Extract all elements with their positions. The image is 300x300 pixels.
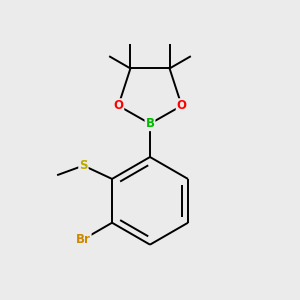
Text: S: S (79, 159, 88, 172)
Text: O: O (113, 99, 123, 112)
Text: B: B (146, 117, 154, 130)
Text: Br: Br (76, 233, 91, 246)
Text: O: O (177, 99, 187, 112)
